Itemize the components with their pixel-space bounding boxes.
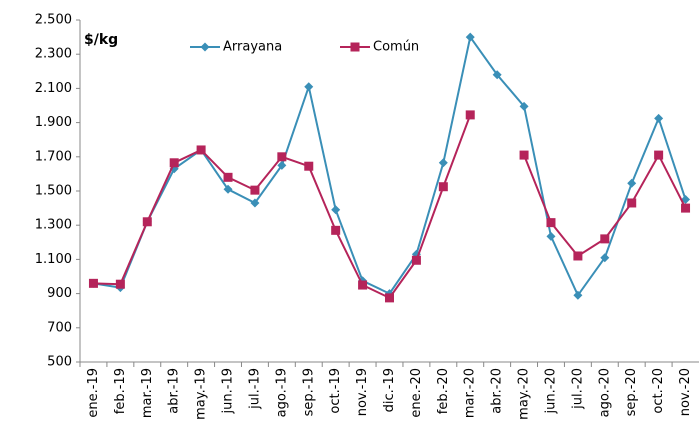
x-tick-label: may.-20 bbox=[517, 368, 532, 420]
marker bbox=[196, 145, 206, 155]
x-tick-label: nov.-19 bbox=[355, 368, 370, 416]
x-tick-label: ago.-19 bbox=[274, 368, 289, 417]
marker bbox=[358, 280, 368, 290]
x-tick-label: oct.-20 bbox=[651, 368, 666, 414]
marker bbox=[277, 152, 287, 162]
chart-title: $/kg bbox=[84, 32, 118, 48]
x-tick-label: sep.-19 bbox=[301, 368, 316, 416]
marker bbox=[250, 198, 260, 208]
y-tick-label: 700 bbox=[47, 320, 72, 335]
y-tick-label: 500 bbox=[47, 355, 72, 370]
x-tick-label: may.-19 bbox=[194, 368, 209, 420]
marker bbox=[304, 161, 314, 171]
marker bbox=[250, 185, 260, 195]
marker bbox=[654, 150, 664, 160]
x-tick-label: feb.-19 bbox=[113, 368, 128, 414]
marker bbox=[627, 178, 637, 188]
x-tick-label: ene.-20 bbox=[409, 368, 424, 418]
marker bbox=[331, 205, 341, 215]
marker bbox=[331, 225, 341, 235]
y-tick-label: 1.100 bbox=[35, 252, 72, 267]
marker bbox=[573, 290, 583, 300]
marker bbox=[600, 234, 610, 244]
y-tick-label: 2.100 bbox=[35, 81, 72, 96]
x-tick-label: mar.-19 bbox=[140, 368, 155, 418]
x-tick-label: dic.-19 bbox=[382, 368, 397, 412]
marker bbox=[654, 113, 664, 123]
marker bbox=[519, 150, 529, 160]
marker bbox=[411, 255, 421, 265]
marker bbox=[142, 217, 152, 227]
x-tick-label: oct.-19 bbox=[328, 368, 343, 414]
x-tick-label: nov.-20 bbox=[678, 368, 693, 416]
y-tick-label: 1.900 bbox=[35, 115, 72, 130]
x-tick-label: mar.-20 bbox=[463, 368, 478, 418]
marker bbox=[304, 82, 314, 92]
marker bbox=[627, 198, 637, 208]
marker bbox=[492, 70, 502, 80]
x-tick-label: jun.-20 bbox=[543, 368, 558, 414]
y-tick-label: 1.500 bbox=[35, 184, 72, 199]
legend-label: Arrayana bbox=[223, 40, 282, 55]
y-tick-label: 1.300 bbox=[35, 218, 72, 233]
marker bbox=[681, 203, 691, 213]
marker bbox=[350, 42, 360, 52]
marker bbox=[385, 293, 394, 303]
x-tick-label: jun.-19 bbox=[221, 368, 236, 414]
y-tick-label: 2.300 bbox=[35, 47, 72, 62]
x-tick-label: sep.-20 bbox=[624, 368, 639, 416]
marker bbox=[223, 184, 233, 194]
x-tick-label: abr.-19 bbox=[167, 368, 182, 414]
legend-label: Común bbox=[373, 40, 419, 55]
marker bbox=[115, 279, 125, 289]
marker bbox=[200, 42, 210, 52]
x-tick-label: jul.-19 bbox=[247, 368, 262, 410]
marker bbox=[88, 278, 98, 288]
marker bbox=[438, 182, 448, 192]
y-tick-label: 1.700 bbox=[35, 149, 72, 164]
series-line bbox=[93, 34, 687, 298]
x-tick-label: feb.-20 bbox=[436, 368, 451, 414]
marker bbox=[223, 172, 233, 182]
marker bbox=[573, 251, 583, 261]
y-tick-label: 2.500 bbox=[35, 13, 72, 28]
marker bbox=[546, 218, 556, 228]
marker bbox=[465, 32, 475, 42]
x-tick-label: jul.-20 bbox=[570, 368, 585, 410]
marker bbox=[546, 231, 556, 241]
marker bbox=[519, 101, 529, 111]
marker bbox=[277, 160, 287, 170]
marker bbox=[600, 253, 610, 263]
marker bbox=[169, 158, 179, 168]
x-tick-label: ene.-19 bbox=[86, 368, 101, 418]
marker bbox=[465, 110, 475, 120]
y-tick-label: 900 bbox=[47, 286, 72, 301]
marker bbox=[438, 158, 448, 168]
x-tick-label: ago.-20 bbox=[597, 368, 612, 417]
x-tick-label: abr.-20 bbox=[490, 368, 505, 414]
